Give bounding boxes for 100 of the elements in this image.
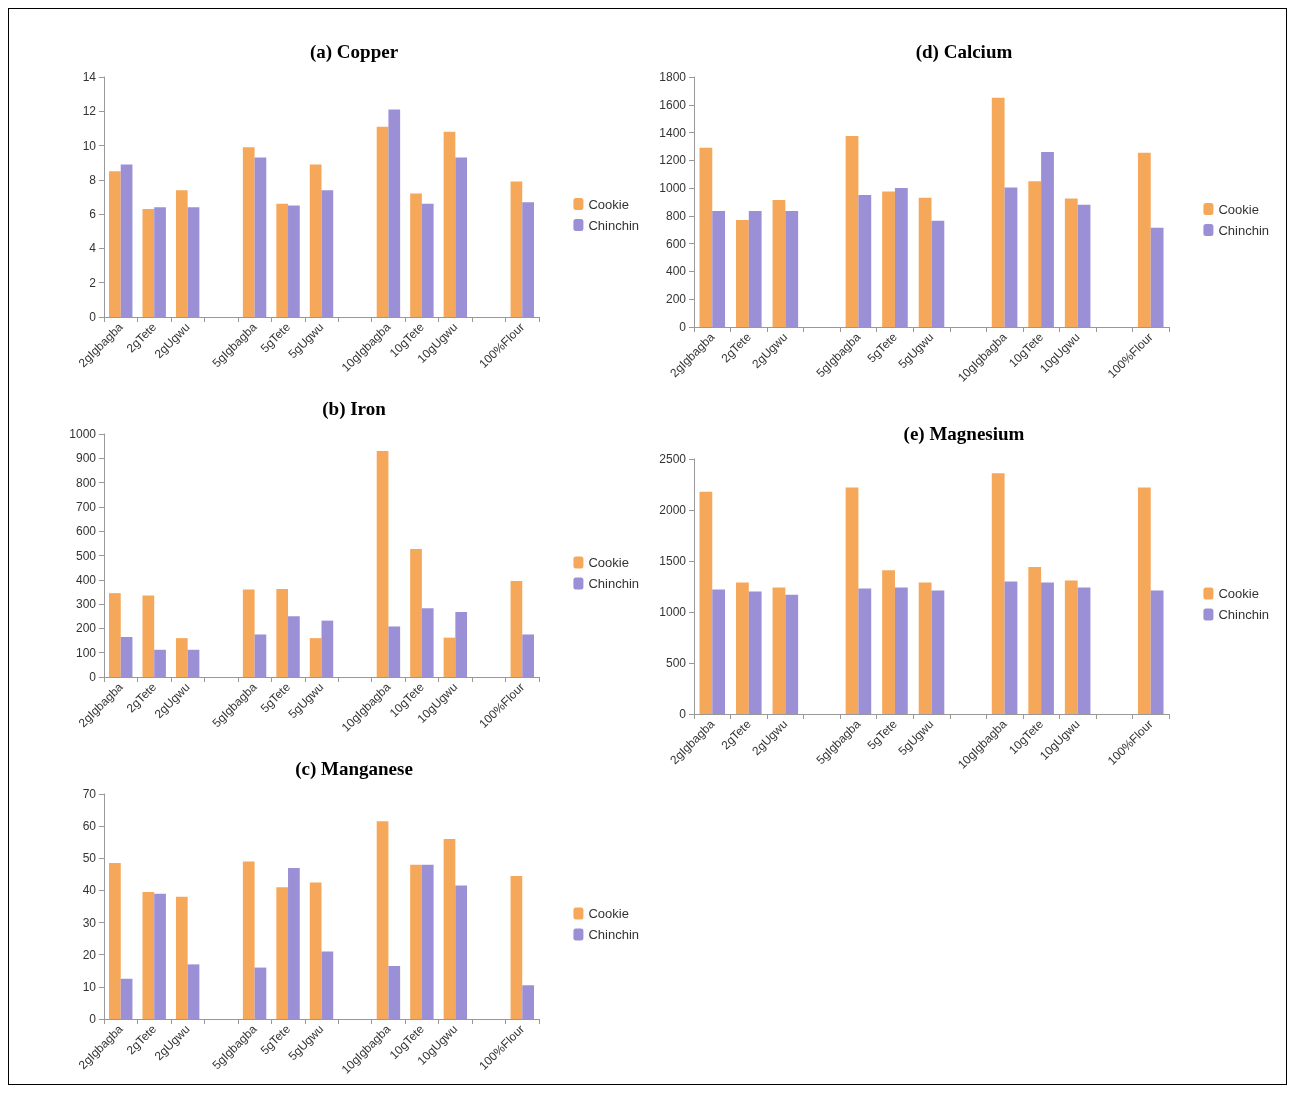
bar [455, 885, 468, 1019]
bar [120, 164, 133, 317]
bar [894, 188, 908, 327]
bar [254, 634, 267, 677]
y-tick-label: 20 [82, 947, 97, 962]
y-tick-label: 0 [679, 320, 687, 334]
bar [254, 967, 267, 1019]
bar [410, 193, 422, 317]
bar [242, 147, 255, 317]
y-tick-label: 400 [665, 264, 687, 279]
bar [410, 864, 422, 1019]
bar [772, 587, 786, 714]
bar [1004, 581, 1018, 714]
y-tick-label: 100 [75, 645, 97, 660]
bar [109, 171, 121, 317]
legend-label: Cookie [1218, 586, 1259, 601]
bar [736, 220, 749, 327]
bar [376, 126, 389, 317]
legend-label: Chinchin [588, 927, 640, 942]
bar [1064, 580, 1078, 714]
y-tick-label: 1600 [659, 97, 687, 112]
bar [120, 636, 133, 677]
bar [1028, 181, 1042, 327]
bar [1041, 152, 1054, 327]
bar [748, 211, 762, 327]
y-tick-label: 30 [82, 915, 97, 930]
bar [522, 634, 534, 677]
legend-label: Cookie [588, 555, 629, 570]
bar [1041, 582, 1054, 714]
y-tick-label: 1800 [659, 70, 687, 84]
bar [736, 582, 749, 714]
bar [187, 207, 200, 317]
bar [276, 589, 289, 677]
bar [785, 594, 799, 714]
bar [931, 220, 945, 327]
bar [154, 207, 166, 317]
bar [1004, 187, 1018, 327]
bar [699, 491, 713, 714]
bar [410, 548, 422, 677]
bar [175, 896, 188, 1019]
bar [522, 985, 534, 1019]
y-tick-label: 6 [89, 207, 97, 222]
bar [455, 157, 468, 317]
bar [421, 608, 434, 677]
bar [376, 821, 389, 1019]
bar [455, 611, 468, 677]
bar [845, 487, 859, 714]
y-tick-label: 14 [82, 70, 97, 84]
bar [175, 638, 188, 677]
bar [991, 97, 1005, 327]
y-tick-label: 10 [82, 979, 97, 994]
bar [1064, 198, 1078, 327]
bar [376, 451, 389, 677]
y-tick-label: 1000 [69, 427, 97, 441]
bar [187, 649, 200, 677]
y-tick-label: 900 [75, 451, 97, 466]
y-tick-label: 700 [75, 499, 97, 514]
bar [1028, 567, 1042, 714]
legend-label: Chinchin [1218, 222, 1270, 238]
bar [142, 892, 155, 1019]
y-tick-label: 1500 [659, 554, 687, 568]
bar [785, 211, 799, 327]
bar [288, 867, 300, 1019]
y-tick-label: 1400 [659, 125, 687, 140]
y-tick-label: 1000 [659, 605, 687, 619]
bar [1137, 487, 1151, 714]
legend-label: Chinchin [1218, 607, 1270, 622]
bar [276, 203, 289, 317]
bar [142, 595, 155, 677]
chart-title: (e) Magnesium [903, 423, 1025, 445]
y-tick-label: 40 [82, 883, 97, 898]
y-tick-label: 2000 [659, 503, 687, 517]
bar [443, 839, 456, 1019]
legend-label: Cookie [588, 906, 629, 921]
bar [109, 863, 121, 1019]
y-tick-label: 400 [75, 572, 97, 587]
bar [309, 882, 322, 1019]
y-tick-label: 500 [75, 548, 97, 563]
bar [858, 588, 872, 714]
y-tick-label: 600 [75, 524, 97, 539]
y-tick-label: 200 [75, 621, 97, 636]
y-tick-label: 10 [82, 138, 97, 153]
bar [142, 209, 155, 317]
y-tick-label: 800 [75, 475, 97, 490]
bar [175, 190, 188, 317]
bar [845, 136, 859, 327]
chart-title: (c) Manganese [295, 758, 413, 780]
bar [254, 157, 267, 317]
bar [510, 581, 523, 677]
chart-title: (b) Iron [322, 398, 387, 420]
bar [918, 197, 932, 327]
bar [882, 191, 895, 327]
chart-title: (a) Copper [309, 41, 399, 63]
bar [772, 199, 786, 327]
bar [1150, 227, 1164, 327]
legend-label: Cookie [588, 196, 629, 212]
bar [712, 211, 726, 327]
bar [918, 582, 932, 714]
bar [1150, 590, 1164, 714]
bar [242, 589, 255, 677]
